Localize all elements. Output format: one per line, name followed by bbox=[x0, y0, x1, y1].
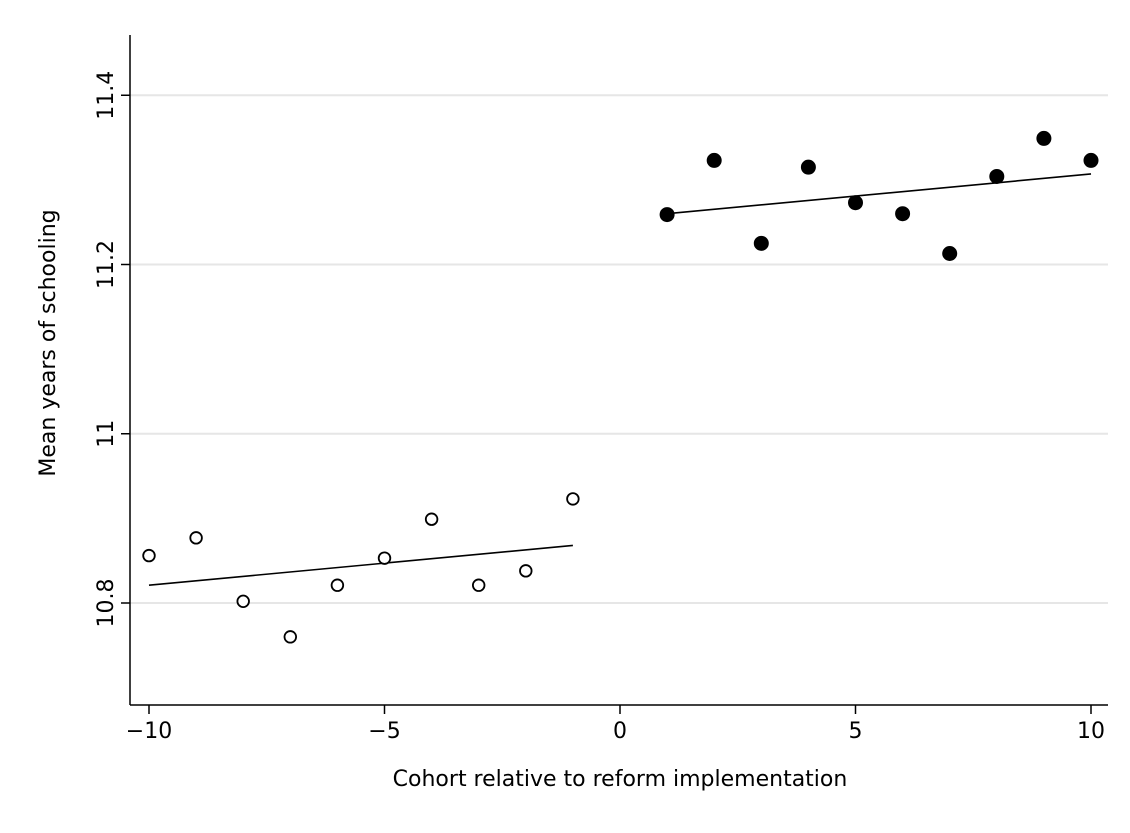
y-axis-title: Mean years of schooling bbox=[36, 209, 61, 476]
x-tick-label: 0 bbox=[613, 719, 627, 744]
x-tick-label: 5 bbox=[849, 719, 863, 744]
post-reform-point bbox=[1036, 130, 1052, 146]
data-points bbox=[142, 130, 1099, 644]
y-tick-label: 11 bbox=[94, 420, 119, 448]
post-reform-point bbox=[942, 245, 958, 261]
x-tick-label: −10 bbox=[126, 719, 172, 744]
pre-reform-point bbox=[330, 578, 345, 592]
x-tick-label: 10 bbox=[1077, 719, 1105, 744]
fit-line bbox=[148, 544, 573, 587]
pre-reform-point bbox=[236, 594, 250, 609]
pre-reform-point bbox=[472, 578, 486, 592]
axes: 10.8 11 11.2 11.4 −10 −5 0 5 10 bbox=[94, 35, 1108, 744]
y-tick-label: 11.4 bbox=[94, 71, 119, 120]
x-tick-label: −5 bbox=[368, 719, 400, 744]
post-reform-point bbox=[706, 152, 722, 168]
pre-reform-point bbox=[189, 531, 203, 545]
pre-reform-point bbox=[424, 512, 439, 526]
fit-line bbox=[667, 173, 1092, 215]
post-reform-point bbox=[1083, 152, 1099, 168]
pre-reform-point bbox=[142, 548, 156, 563]
y-tick-label: 10.8 bbox=[94, 579, 119, 628]
fit-lines bbox=[148, 173, 1092, 587]
gridlines bbox=[130, 94, 1108, 604]
post-reform-point bbox=[848, 195, 863, 211]
post-reform-point bbox=[989, 168, 1005, 184]
post-reform-point bbox=[800, 159, 816, 175]
x-axis-title: Cohort relative to reform implementation bbox=[393, 767, 848, 792]
pre-reform-point bbox=[377, 551, 392, 565]
y-tick-label: 11.2 bbox=[94, 240, 119, 289]
post-reform-point bbox=[895, 206, 911, 222]
pre-reform-point bbox=[519, 564, 533, 578]
pre-reform-point bbox=[283, 630, 298, 644]
post-reform-point bbox=[753, 235, 769, 251]
pre-reform-point bbox=[566, 492, 580, 506]
post-reform-point bbox=[659, 207, 675, 223]
